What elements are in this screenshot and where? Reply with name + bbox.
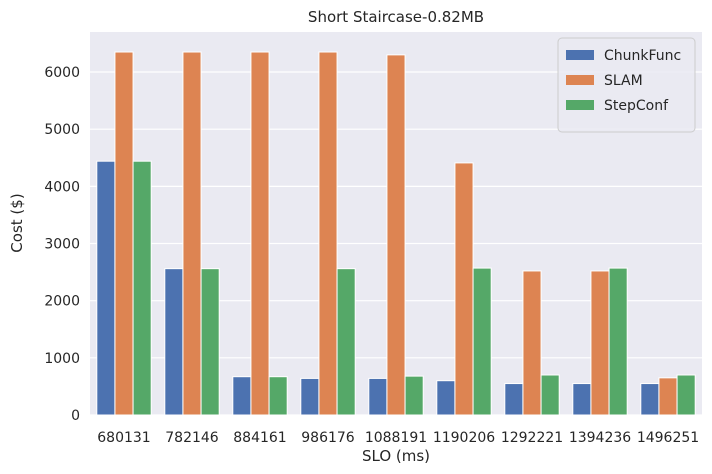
bar-slam-782146: [182, 51, 202, 416]
x-axis-title: SLO (ms): [362, 447, 430, 465]
y-tick-label: 0: [71, 408, 80, 424]
bar-slam-986176: [318, 51, 338, 416]
legend-label-stepconf: StepConf: [604, 98, 669, 114]
bar-chunkfunc-1292221: [504, 383, 524, 416]
legend-label-chunkfunc: ChunkFunc: [604, 48, 681, 64]
x-tick-label: 986176: [301, 430, 355, 446]
x-tick-label: 1292221: [501, 430, 563, 446]
legend-label-slam: SLAM: [604, 73, 643, 89]
y-tick-labels: 0 1000 2000 3000 4000 5000 6000: [44, 65, 80, 424]
bar-stepconf-1190206: [472, 267, 492, 416]
bar-slam-1088191: [386, 54, 406, 416]
bars: [96, 51, 696, 416]
x-tick-label: 884161: [233, 430, 286, 446]
bar-stepconf-1292221: [540, 374, 560, 416]
bar-chunkfunc-986176: [300, 377, 320, 416]
x-tick-labels: 680131 782146 884161 986176 1088191 1190206 12…: [97, 430, 699, 446]
bar-stepconf-782146: [200, 268, 220, 416]
chart-title: Short Staircase-0.82MB: [308, 8, 484, 26]
bar-slam-1292221: [522, 270, 542, 416]
y-tick-label: 2000: [44, 294, 80, 310]
bar-slam-1190206: [454, 162, 474, 416]
bar-slam-1496251: [658, 377, 678, 416]
y-tick-label: 4000: [44, 179, 80, 195]
legend-swatch-chunkfunc: [566, 50, 594, 60]
bar-chunkfunc-1190206: [436, 380, 456, 416]
bar-slam-884161: [250, 51, 270, 416]
bar-stepconf-680131: [132, 160, 152, 416]
bar-chunkfunc-884161: [232, 376, 252, 416]
bar-stepconf-1088191: [404, 375, 424, 416]
bar-stepconf-1496251: [676, 374, 696, 416]
x-tick-label: 782146: [165, 430, 219, 446]
bar-chunkfunc-1496251: [640, 383, 660, 416]
bar-chunkfunc-1088191: [368, 377, 388, 416]
legend: ChunkFunc SLAM StepConf: [557, 37, 696, 133]
y-tick-label: 5000: [44, 122, 80, 138]
y-tick-label: 3000: [44, 237, 80, 253]
bar-stepconf-884161: [268, 376, 288, 416]
bar-chunkfunc-782146: [164, 268, 184, 416]
x-tick-label: 680131: [97, 430, 150, 446]
bar-slam-1394236: [590, 270, 610, 416]
x-tick-label: 1190206: [433, 430, 495, 446]
y-tick-label: 1000: [44, 351, 80, 367]
x-tick-label: 1088191: [365, 430, 427, 446]
y-tick-label: 6000: [44, 65, 80, 81]
legend-swatch-stepconf: [566, 100, 594, 110]
bar-slam-680131: [114, 51, 134, 416]
bar-stepconf-986176: [336, 268, 356, 416]
bar-chunkfunc-680131: [96, 160, 116, 416]
x-tick-label: 1394236: [569, 430, 631, 446]
bar-stepconf-1394236: [608, 267, 628, 416]
x-tick-label: 1496251: [637, 430, 699, 446]
legend-swatch-slam: [566, 75, 594, 85]
bar-chunkfunc-1394236: [572, 383, 592, 416]
y-axis-title: Cost ($): [8, 193, 26, 252]
